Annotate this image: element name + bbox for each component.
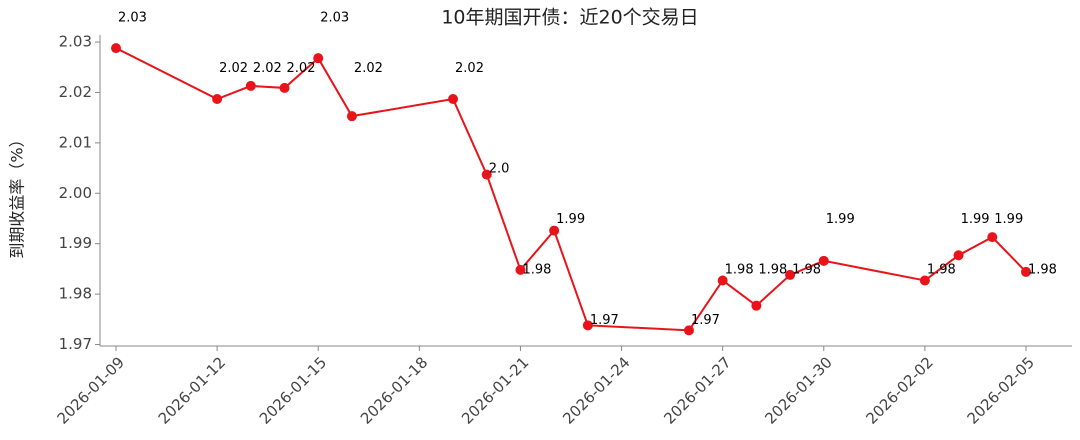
data-label: 1.98	[758, 262, 787, 277]
data-point	[212, 94, 223, 105]
chart-title: 10年期国开债：近20个交易日	[441, 7, 698, 29]
data-point	[919, 275, 930, 286]
x-tick-label: 2026-01-12	[155, 353, 229, 427]
data-point	[448, 94, 459, 105]
data-point	[245, 80, 256, 91]
data-label: 1.99	[826, 212, 855, 227]
y-tick-label: 2.00	[59, 184, 92, 202]
y-axis-label: 到期收益率（%）	[8, 131, 27, 258]
data-point	[481, 169, 492, 180]
y-tick-label: 2.03	[59, 33, 92, 51]
x-tick-label: 2026-01-30	[761, 353, 835, 427]
data-label: 2.02	[219, 61, 248, 76]
data-point	[313, 53, 324, 64]
y-tick-label: 1.98	[59, 285, 92, 303]
data-label: 2.03	[320, 10, 349, 25]
data-point	[1021, 266, 1031, 277]
x-tick-label: 2026-01-15	[256, 353, 330, 427]
data-label: 1.98	[522, 262, 551, 277]
x-tick-label: 2026-01-18	[357, 353, 431, 427]
data-label: 2.02	[354, 61, 383, 76]
data-label: 1.98	[1028, 262, 1057, 277]
data-point	[582, 320, 593, 331]
x-tick-label: 2026-02-05	[964, 353, 1038, 427]
data-label: 1.98	[927, 262, 956, 277]
data-label: 2.02	[253, 61, 282, 76]
data-point	[987, 232, 998, 243]
data-point	[818, 255, 829, 266]
y-tick-label: 1.97	[59, 335, 92, 353]
data-point	[785, 269, 796, 280]
data-label: 2.02	[455, 61, 484, 76]
x-tick-label: 2026-01-27	[660, 353, 734, 427]
y-tick-label: 1.99	[59, 234, 92, 252]
data-label: 1.99	[994, 212, 1023, 227]
y-tick-label: 2.02	[59, 83, 92, 101]
x-tick-label: 2026-01-21	[458, 353, 532, 427]
data-label: 1.98	[792, 262, 821, 277]
data-label: 2.0	[489, 162, 510, 177]
data-label: 2.03	[118, 10, 147, 25]
data-label: 1.97	[590, 313, 619, 328]
x-tick-label: 2026-01-09	[54, 353, 128, 427]
data-point	[346, 111, 357, 122]
data-label: 1.97	[691, 313, 720, 328]
data-point	[279, 82, 290, 93]
x-tick-label: 2026-02-02	[863, 353, 937, 427]
data-point	[683, 325, 694, 336]
y-tick-label: 2.01	[59, 133, 92, 151]
data-label: 2.02	[287, 61, 316, 76]
data-label: 1.99	[556, 212, 585, 227]
series-line	[115, 47, 1027, 332]
data-point	[751, 300, 762, 311]
x-tick-label: 2026-01-24	[559, 353, 633, 427]
data-label: 1.99	[961, 212, 990, 227]
data-point	[717, 275, 728, 286]
data-point	[111, 43, 121, 54]
data-point	[515, 264, 526, 275]
data-point	[953, 250, 964, 261]
data-point	[549, 225, 560, 236]
data-label: 1.98	[725, 262, 754, 277]
